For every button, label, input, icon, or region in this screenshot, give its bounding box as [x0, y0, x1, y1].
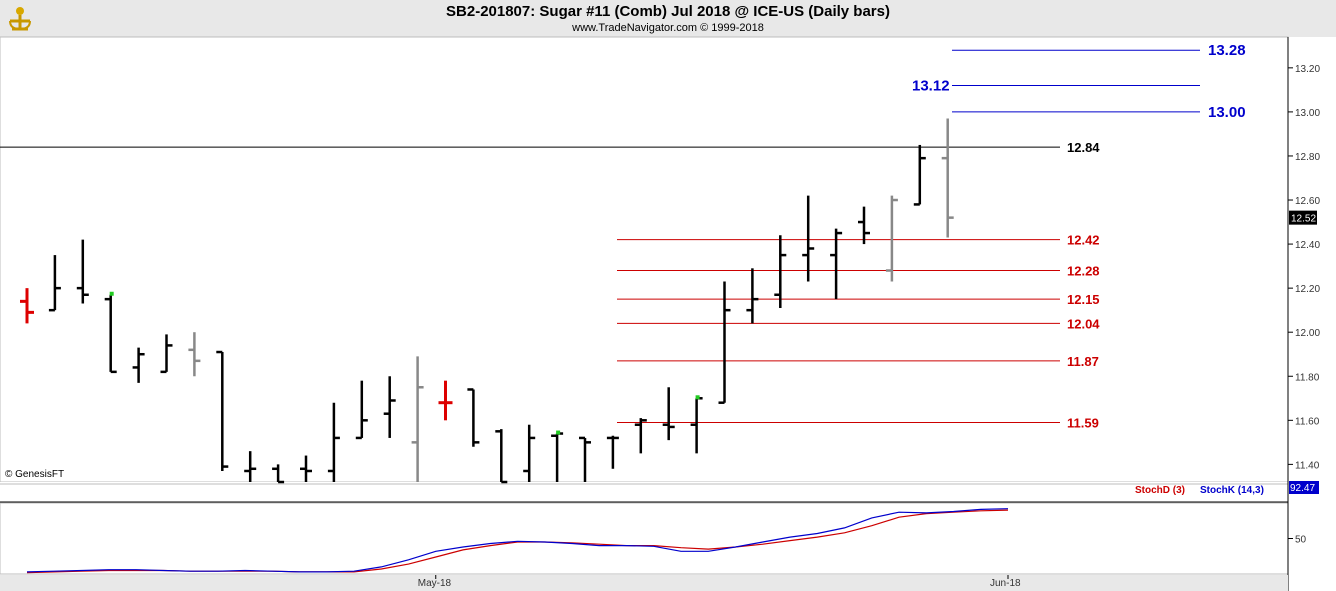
level-label: 13.00: [1208, 104, 1246, 121]
level-label: 12.04: [1067, 316, 1100, 331]
price-tick-label: 13.00: [1295, 108, 1320, 119]
indicator-header-strip: [0, 482, 1336, 503]
level-label: 12.28: [1067, 264, 1100, 279]
price-tick-label: 13.20: [1295, 64, 1320, 75]
level-label: 12.42: [1067, 233, 1100, 248]
level-label: 13.12: [912, 77, 950, 94]
level-label: 12.84: [1067, 140, 1100, 155]
ohlc-bars: [20, 118, 954, 484]
stochk-legend: StochK (14,3): [1200, 485, 1264, 496]
price-pane-frame: [0, 36, 1289, 483]
signal-marker: [109, 291, 114, 296]
genesis-logo-icon: [9, 7, 31, 31]
price-tick-label: 12.80: [1295, 152, 1320, 163]
indicator-pane-frame: [0, 502, 1289, 575]
chart-subtitle: www.TradeNavigator.com © 1999-2018: [572, 22, 764, 34]
price-tick-label: 12.40: [1295, 240, 1320, 251]
date-axis-strip: [0, 575, 1288, 591]
price-levels: 13.28 13.12 13.00 12.84 12.42 12.28 12.15 12.04…: [0, 42, 1246, 431]
price-tick-label: 11.80: [1295, 372, 1320, 383]
price-tick-label: 11.40: [1295, 460, 1320, 471]
date-tick-label: Jun-18: [990, 578, 1021, 589]
level-label: 13.28: [1208, 42, 1246, 59]
chart-title: SB2-201807: Sugar #11 (Comb) Jul 2018 @ …: [446, 3, 890, 20]
stochd-legend: StochD (3): [1135, 485, 1185, 496]
signal-marker: [695, 395, 700, 400]
last-price-box: [1289, 210, 1317, 225]
level-label: 12.15: [1067, 292, 1100, 307]
price-axis: 11.40 11.60 11.80 12.00 12.20 12.40 12.60 12.80…: [1288, 64, 1320, 471]
stochk-line: [26, 508, 1009, 573]
price-tick-label: 12.20: [1295, 284, 1320, 295]
price-tick-label: 12.60: [1295, 196, 1320, 207]
indicator-last-label: 92.47: [1290, 483, 1315, 494]
stochastic-pane: StochD (3) StochK (14,3) 50 92.47: [26, 481, 1319, 574]
indicator-tick-label: 50: [1295, 535, 1307, 546]
level-label: 11.59: [1067, 416, 1099, 431]
signal-marker: [556, 430, 561, 435]
indicator-last-box: [1289, 481, 1319, 494]
copyright-label: © GenesisFT: [5, 469, 65, 480]
level-label: 11.87: [1067, 354, 1099, 369]
last-price-label: 12.52: [1291, 214, 1316, 225]
date-axis: May-18 Jun-18: [0, 575, 1288, 591]
date-tick-label: May-18: [418, 578, 452, 589]
chart-header: [0, 0, 1336, 37]
price-tick-label: 11.60: [1295, 416, 1320, 427]
price-tick-label: 12.00: [1295, 328, 1320, 339]
chart-panes: [0, 36, 1336, 591]
